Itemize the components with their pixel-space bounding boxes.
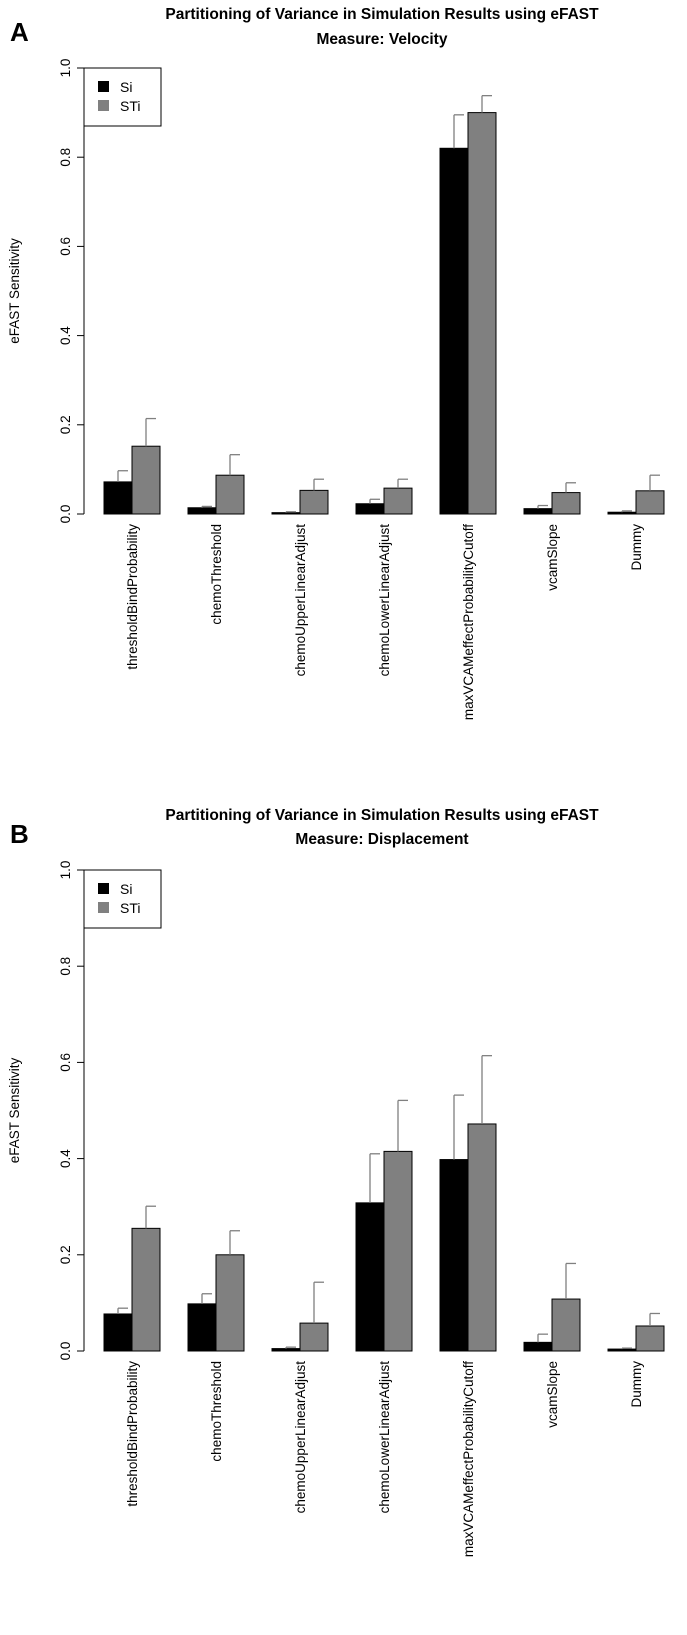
chart-panel-b: B Partitioning of Variance in Simulation … [0,800,687,1635]
chart-a-bar-si [103,481,133,515]
chart-b-subtitle: Measure: Displacement [295,831,468,848]
chart-b-category-label: vcamSlope [545,1361,560,1428]
chart-a-bar-sti [131,445,161,515]
chart-b-category-label: chemoLowerLinearAdjust [377,1361,392,1514]
chart-a-panel-letter: A [10,17,29,47]
chart-b-panel-letter: B [10,819,29,849]
chart-a-bar-sti [383,487,413,515]
chart-b-bar-sti [383,1150,413,1352]
chart-a-bar-si [607,511,637,515]
chart-b-category-label: chemoUpperLinearAdjust [293,1361,308,1514]
chart-b-bar-sti [215,1254,245,1352]
chart-a-category-label: maxVCAMeffectProbabilityCutoff [461,524,476,720]
chart-a-y-tick-label: 1.0 [58,59,73,78]
chart-b-svg: B Partitioning of Variance in Simulation … [7,807,665,1557]
chart-b-y-tick-label: 0.6 [58,1053,73,1072]
chart-a-bar-sti [551,492,581,515]
chart-a-bar-si [439,147,469,515]
chart-a-y-tick-label: 0.6 [58,237,73,256]
chart-b-y-tick-label: 0.0 [58,1342,73,1361]
chart-a-y-tick-label: 0.2 [58,415,73,434]
chart-b-y-tick-label: 0.8 [58,957,73,976]
chart-b-bar-si [355,1202,385,1352]
chart-a-category-label: chemoLowerLinearAdjust [377,524,392,677]
chart-b-category-label: thresholdBindProbability [125,1361,140,1507]
chart-a-svg: A Partitioning of Variance in Simulation … [7,6,665,720]
chart-b-category-label: maxVCAMeffectProbabilityCutoff [461,1361,476,1557]
chart-a-bar-sti [467,112,497,515]
chart-a-y-axis-label: eFAST Sensitivity [7,238,22,344]
chart-a-bar-sti [299,489,329,515]
chart-b-category-label: chemoThreshold [209,1361,224,1462]
chart-b-title: Partitioning of Variance in Simulation R… [165,807,599,824]
chart-b-legend-swatch-si [98,883,109,894]
chart-a-category-label: Dummy [629,524,644,571]
chart-a-subtitle: Measure: Velocity [317,31,448,48]
chart-panel-a: A Partitioning of Variance in Simulation … [0,0,687,800]
chart-b-bar-si [439,1159,469,1352]
chart-b-bar-sti [131,1227,161,1352]
chart-b-bar-si [271,1348,301,1352]
chart-b-y-tick-label: 1.0 [58,861,73,880]
chart-b-bar-sti [551,1298,581,1352]
chart-a-title: Partitioning of Variance in Simulation R… [165,6,599,23]
chart-a-legend-label-sti: STi [120,98,140,114]
chart-b-legend-swatch-sti [98,902,109,913]
chart-a-bar-si [355,503,385,515]
chart-a-legend-box [83,67,162,127]
chart-b-y-tick-label: 0.4 [58,1149,73,1168]
chart-b-bar-sti [635,1325,665,1352]
chart-a-legend-label-si: Si [120,79,132,95]
chart-b-legend-box [83,869,162,929]
chart-a-bar-si [523,508,553,515]
chart-a-bar-sti [215,474,245,515]
chart-a-legend-swatch-si [98,81,109,92]
chart-a-category-label: chemoThreshold [209,524,224,625]
chart-a-y-tick-label: 0.0 [58,505,73,524]
chart-a-y-tick-label: 0.8 [58,148,73,167]
chart-a-category-label: chemoUpperLinearAdjust [293,524,308,677]
chart-b-y-axis-label: eFAST Sensitivity [7,1057,22,1163]
chart-b-legend-label-si: Si [120,881,132,897]
chart-a-bar-si [271,512,301,515]
chart-a-y-tick-label: 0.4 [58,326,73,345]
chart-a-legend-swatch-sti [98,100,109,111]
chart-b-bar-sti [467,1123,497,1352]
chart-b-legend-label-sti: STi [120,900,140,916]
chart-b-bar-si [523,1341,553,1352]
chart-a-bar-sti [635,490,665,515]
chart-b-bar-si [187,1303,217,1352]
chart-a-category-label: thresholdBindProbability [125,524,140,670]
chart-b-y-tick-label: 0.2 [58,1245,73,1264]
chart-b-category-label: Dummy [629,1361,644,1408]
chart-b-bar-si [607,1348,637,1352]
chart-b-bar-sti [299,1322,329,1352]
chart-a-category-label: vcamSlope [545,524,560,591]
chart-b-bar-si [103,1313,133,1352]
chart-a-bar-si [187,507,217,515]
